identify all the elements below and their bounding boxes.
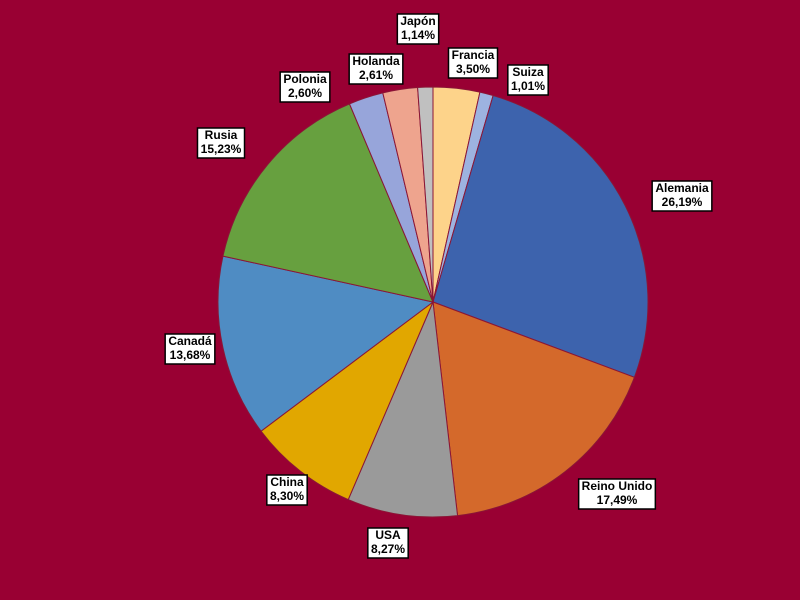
label-name: China [270, 475, 304, 489]
label-name: Japón [400, 14, 435, 28]
label-value: 1,01% [511, 79, 545, 93]
label-box [196, 127, 246, 159]
label-name: Francia [452, 48, 495, 62]
label-value: 8,27% [371, 542, 405, 556]
pie-slice [347, 300, 459, 518]
label-box [447, 47, 499, 79]
label-name: Suiza [512, 65, 544, 79]
label-box [396, 13, 440, 45]
label-name: USA [375, 528, 401, 542]
label-name: Polonia [283, 72, 327, 86]
pie-slice [432, 301, 636, 517]
label-name: Alemania [655, 181, 709, 195]
pie-slice [432, 94, 649, 378]
label-box [164, 333, 216, 365]
label-box [279, 71, 331, 103]
label-value: 13,68% [170, 348, 211, 362]
label-box [507, 64, 549, 96]
pie-slice [260, 300, 435, 501]
pie-slice [217, 255, 435, 432]
label-name: Canadá [168, 334, 212, 348]
label-value: 3,50% [456, 62, 490, 76]
label-value: 26,19% [662, 195, 703, 209]
label-value: 8,30% [270, 489, 304, 503]
label-value: 2,60% [288, 86, 322, 100]
label-box [348, 53, 404, 85]
label-name: Reino Unido [582, 479, 653, 493]
label-box [651, 180, 713, 212]
pie-slice [417, 86, 434, 303]
label-value: 1,14% [401, 28, 435, 42]
label-box [367, 527, 409, 559]
label-name: Holanda [352, 54, 400, 68]
label-box [577, 478, 657, 510]
pie-slice [222, 103, 434, 303]
label-value: 2,61% [359, 68, 393, 82]
label-value: 17,49% [597, 493, 638, 507]
label-name: Rusia [205, 128, 238, 142]
label-box [266, 474, 308, 506]
label-value: 15,23% [201, 142, 242, 156]
